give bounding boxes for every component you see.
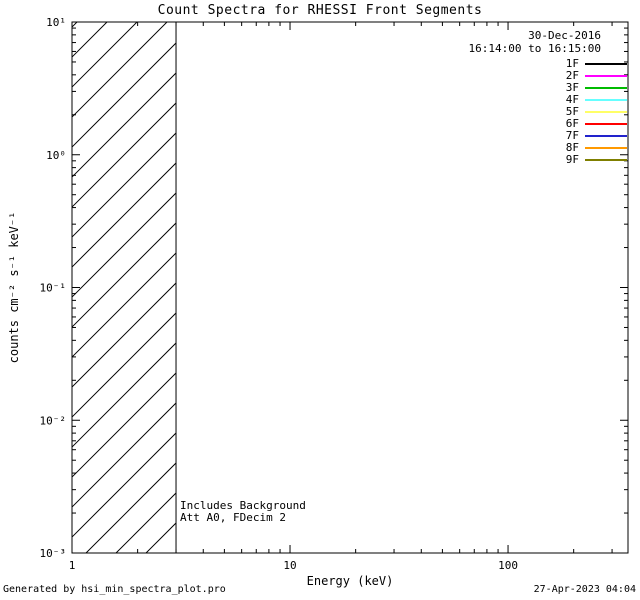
y-tick-label: 10⁻³ bbox=[40, 547, 67, 560]
y-tick-label: 10⁻¹ bbox=[40, 282, 67, 295]
legend-entry-line bbox=[585, 147, 627, 149]
tick-labels: 1 10 100 10⁻³ 10⁻² 10⁻¹ 10⁰ 10¹ bbox=[40, 16, 518, 572]
legend-entry-label: 5F bbox=[565, 105, 579, 118]
legend-time-range: 16:14:00 to 16:15:00 bbox=[468, 42, 601, 55]
legend-entry-line bbox=[585, 75, 627, 77]
chart-title: Count Spectra for RHESSI Front Segments bbox=[157, 3, 483, 18]
y-tick-label: 10⁰ bbox=[46, 149, 66, 162]
legend-entry-line bbox=[585, 159, 627, 161]
x-tick-label: 100 bbox=[498, 559, 518, 572]
legend-entry: 2F bbox=[437, 70, 627, 82]
plot-annotations: Includes Background Att A0, FDecim 2 bbox=[180, 500, 306, 524]
x-axis-label: Energy (keV) bbox=[306, 574, 394, 588]
legend-entry-label: 1F bbox=[565, 57, 579, 70]
legend-entry: 9F bbox=[437, 154, 627, 166]
legend-entry-line bbox=[585, 111, 627, 113]
legend-entry-label: 8F bbox=[565, 141, 579, 154]
legend-entry-label: 2F bbox=[565, 69, 579, 82]
legend-date: 30-Dec-2016 bbox=[528, 29, 601, 42]
legend-entry-label: 4F bbox=[565, 93, 579, 106]
legend-entry: 6F bbox=[437, 118, 627, 130]
legend-entry-label: 3F bbox=[565, 81, 579, 94]
legend-entry-line bbox=[585, 123, 627, 125]
annotation-background: Includes Background bbox=[180, 499, 306, 512]
x-tick-label: 1 bbox=[69, 559, 76, 572]
generated-timestamp: 27-Apr-2023 04:04 bbox=[533, 584, 636, 595]
legend-entry-line bbox=[585, 87, 627, 89]
legend-entry-label: 7F bbox=[565, 129, 579, 142]
legend-entry: 5F bbox=[437, 106, 627, 118]
legend-entry: 3F bbox=[437, 82, 627, 94]
generated-by-text: Generated by hsi_min_spectra_plot.pro bbox=[3, 584, 226, 595]
legend-entry: 7F bbox=[437, 130, 627, 142]
legend-entry-line bbox=[585, 99, 627, 101]
legend-entry: 1F bbox=[437, 58, 627, 70]
legend-entry: 4F bbox=[437, 94, 627, 106]
legend: 30-Dec-2016 16:14:00 to 16:15:00 1F 2F 3F 4… bbox=[437, 29, 627, 166]
annotation-attenuator: Att A0, FDecim 2 bbox=[180, 511, 286, 524]
axis-ticks bbox=[71, 21, 628, 554]
legend-entry: 8F bbox=[437, 142, 627, 154]
legend-entry-line bbox=[585, 63, 627, 65]
y-tick-label: 10¹ bbox=[46, 16, 66, 29]
x-tick-label: 10 bbox=[283, 559, 296, 572]
legend-entry-line bbox=[585, 135, 627, 137]
y-tick-label: 10⁻² bbox=[40, 414, 67, 427]
y-axis-label: counts cm⁻² s⁻¹ keV⁻¹ bbox=[7, 212, 21, 364]
legend-entries: 1F 2F 3F 4F 5F 6F 7F 8F 9F bbox=[437, 58, 627, 166]
hatched-region bbox=[72, 22, 177, 553]
legend-entry-label: 9F bbox=[565, 153, 579, 166]
legend-entry-label: 6F bbox=[565, 117, 579, 130]
